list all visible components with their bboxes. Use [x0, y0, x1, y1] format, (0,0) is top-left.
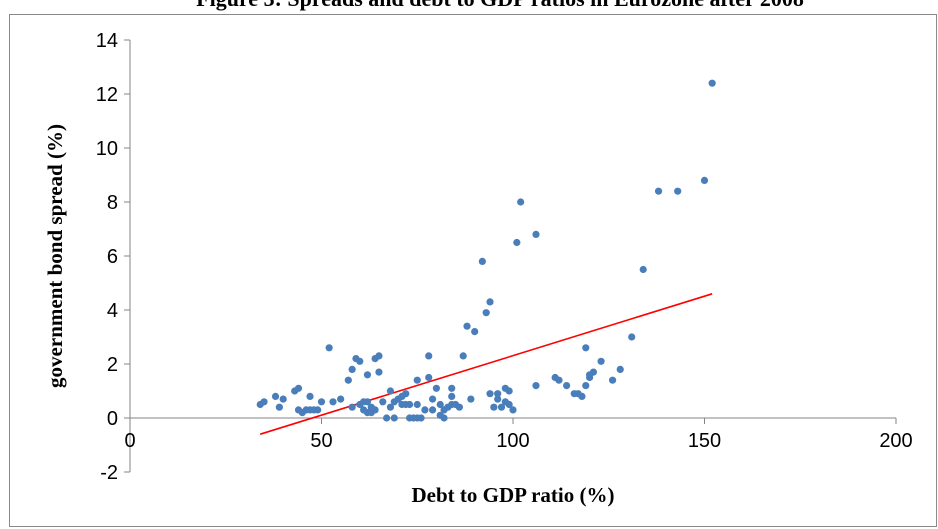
data-point — [616, 365, 624, 373]
data-point — [497, 403, 506, 411]
data-point — [386, 403, 395, 411]
data-point — [563, 382, 571, 390]
data-point — [348, 403, 356, 411]
data-point — [494, 390, 502, 398]
data-point — [463, 322, 471, 330]
data-point — [306, 392, 314, 400]
data-point — [455, 403, 463, 411]
data-point — [279, 395, 287, 403]
data-point — [314, 406, 322, 414]
trendline-group — [259, 293, 713, 435]
data-point — [471, 328, 479, 336]
y-tick-label: 10 — [96, 138, 118, 160]
data-point — [337, 395, 345, 403]
data-point — [586, 373, 594, 382]
data-point — [654, 187, 663, 195]
data-point — [448, 384, 456, 392]
data-point — [482, 309, 490, 317]
chart-title: Figure 3: Spreads and debt to GDP ratios… — [0, 0, 938, 12]
data-point — [344, 376, 352, 384]
data-points — [256, 79, 716, 422]
data-point — [674, 187, 682, 195]
x-tick-label: 150 — [688, 430, 721, 452]
y-tick-label: 2 — [107, 354, 118, 376]
data-point — [608, 376, 617, 384]
trendline — [259, 293, 713, 435]
x-axis-title: Debt to GDP ratio (%) — [412, 483, 615, 507]
data-point — [494, 395, 502, 403]
x-tick-label: 0 — [124, 430, 135, 452]
data-point — [425, 373, 433, 382]
data-point — [375, 368, 383, 376]
data-point — [513, 238, 521, 247]
y-tick-label: 6 — [107, 246, 118, 268]
data-point — [432, 384, 440, 392]
data-point — [490, 403, 498, 411]
data-point — [589, 368, 598, 376]
data-point — [700, 176, 709, 184]
data-point — [505, 387, 513, 395]
data-point — [505, 400, 513, 409]
data-point — [405, 400, 414, 409]
data-point — [478, 257, 486, 265]
x-tick-label: 200 — [879, 430, 912, 452]
data-point — [375, 352, 383, 360]
data-point — [428, 406, 437, 414]
data-point — [467, 395, 475, 403]
data-point — [383, 414, 391, 422]
data-point — [417, 414, 425, 422]
y-tick-label: 12 — [96, 84, 118, 106]
data-point — [413, 376, 421, 384]
data-point — [428, 395, 437, 403]
data-point — [390, 414, 398, 422]
data-point — [582, 344, 590, 352]
data-point — [436, 400, 444, 409]
data-point — [413, 400, 421, 409]
data-point — [486, 298, 494, 306]
data-point — [486, 390, 494, 398]
data-point — [363, 398, 372, 406]
data-point — [329, 398, 337, 406]
data-point — [448, 392, 456, 400]
data-point — [708, 79, 716, 87]
data-point — [425, 352, 433, 360]
x-tick-label: 100 — [496, 430, 529, 452]
data-point — [582, 382, 590, 390]
data-point — [421, 406, 429, 414]
data-point — [386, 387, 395, 395]
y-tick-label: 8 — [107, 192, 118, 214]
data-point — [440, 414, 448, 422]
data-point — [325, 344, 333, 352]
data-point — [275, 403, 283, 411]
y-tick-label: -2 — [100, 462, 118, 484]
data-point — [639, 265, 647, 274]
data-point — [532, 382, 540, 390]
data-point — [402, 390, 410, 398]
data-point — [317, 398, 326, 406]
data-point — [348, 365, 356, 373]
chart-frame — [9, 14, 937, 527]
data-point — [532, 230, 540, 238]
y-tick-label: 0 — [107, 408, 118, 430]
data-point — [628, 333, 636, 341]
data-point — [363, 371, 372, 379]
data-point — [597, 357, 605, 365]
chart-axes: -2 0 2 4 6 8 10 12 14 0 50 100 150 200 — [96, 30, 913, 484]
data-point — [260, 398, 268, 406]
data-point — [294, 384, 303, 392]
data-point — [459, 352, 467, 360]
x-tick-label: 50 — [310, 430, 332, 452]
y-axis-title: government bond spread (%) — [43, 124, 67, 388]
y-tick-label: 4 — [107, 300, 118, 322]
data-point — [271, 392, 280, 400]
data-point — [578, 392, 586, 400]
data-point — [555, 376, 563, 384]
data-point — [379, 398, 387, 406]
data-point — [517, 198, 525, 206]
data-point — [371, 406, 379, 414]
y-tick-label: 14 — [96, 30, 118, 52]
data-point — [356, 357, 364, 365]
data-point — [509, 406, 517, 414]
